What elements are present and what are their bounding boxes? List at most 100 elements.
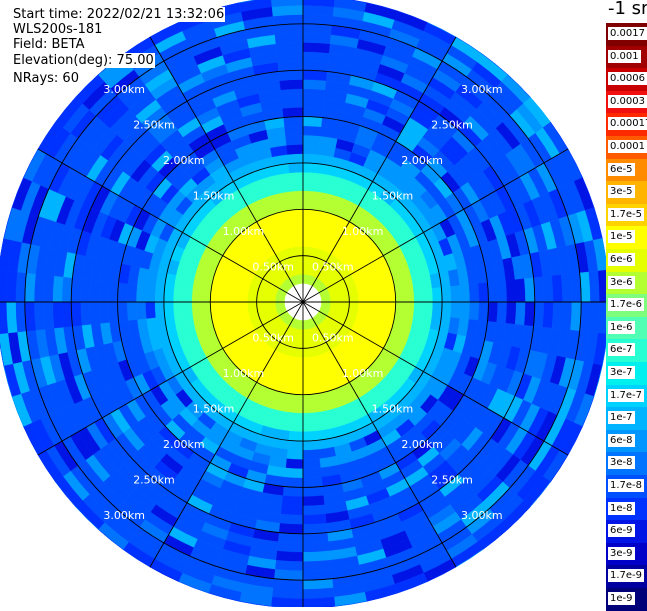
beta-cell xyxy=(289,171,304,183)
beta-cell xyxy=(582,396,595,427)
beta-cell xyxy=(275,42,304,54)
beta-cell xyxy=(23,148,39,178)
colorbar-swatch: 3e-6 xyxy=(606,271,647,295)
colorbar-swatch: 1.7e-8 xyxy=(606,475,647,498)
beta-cell xyxy=(366,2,398,12)
beta-cell xyxy=(108,301,119,323)
range-ring-label: 0.50km xyxy=(252,332,294,345)
beta-cell xyxy=(487,301,498,323)
beta-cell xyxy=(149,566,179,582)
beta-cell xyxy=(6,270,18,303)
beta-cell xyxy=(282,107,304,118)
beta-cell xyxy=(302,88,326,100)
beta-cell xyxy=(310,374,321,386)
colorbar-swatch: 1e-5 xyxy=(606,226,647,249)
beta-cell xyxy=(292,199,304,211)
beta-cell xyxy=(274,32,304,45)
beta-cell xyxy=(302,347,310,358)
colorbar-swatch: 3e-8 xyxy=(606,452,647,475)
beta-cell xyxy=(208,592,240,602)
beta-cell xyxy=(487,281,498,303)
colorbar-tick-label: 1.7e-6 xyxy=(608,298,645,312)
beta-cell xyxy=(219,301,230,311)
beta-cell xyxy=(302,181,316,192)
beta-cell xyxy=(285,218,296,230)
colorbar-tick-label: 1e-7 xyxy=(608,411,635,425)
beta-cell xyxy=(302,541,330,553)
beta-cell xyxy=(570,272,582,303)
beta-cell xyxy=(505,301,517,325)
colorbar-swatch: 6e-9 xyxy=(606,520,647,543)
beta-cell xyxy=(281,495,304,507)
beta-cell xyxy=(302,218,312,229)
beta-cell xyxy=(191,290,202,303)
beta-cell xyxy=(302,51,330,63)
beta-cell xyxy=(302,569,333,581)
colorbar-tick-label: 0.0003 xyxy=(608,94,647,108)
beta-cell xyxy=(459,284,471,303)
beta-cell xyxy=(237,301,248,310)
beta-cell xyxy=(219,293,230,303)
beta-cell xyxy=(302,366,311,377)
colorbar-swatch: 1.7e-7 xyxy=(606,384,647,408)
beta-cell xyxy=(0,301,9,335)
colorbar-tick-label: 0.0006 xyxy=(608,72,647,86)
colorbar-swatch: 6e-5 xyxy=(606,158,647,182)
beta-cell xyxy=(286,144,304,155)
range-ring-label: 2.50km xyxy=(431,118,473,131)
beta-cell xyxy=(200,291,212,303)
beta-cell xyxy=(295,227,304,238)
polar-grid xyxy=(0,0,606,607)
beta-cell xyxy=(302,79,327,91)
colorbar-swatch: 0.0006 xyxy=(606,68,647,91)
beta-cell xyxy=(278,523,304,535)
range-ring-label: 2.50km xyxy=(133,118,175,131)
colorbar-swatch: 1e-6 xyxy=(606,316,647,340)
beta-cell xyxy=(24,301,36,332)
beta-cell xyxy=(302,559,332,572)
beta-cell xyxy=(477,282,489,303)
colorbar-tick-label: 6e-7 xyxy=(608,343,635,357)
beta-cell xyxy=(588,270,600,303)
range-ring-label: 1.50km xyxy=(372,189,414,202)
beta-cell xyxy=(43,301,55,330)
beta-cell xyxy=(302,430,318,442)
beta-cell xyxy=(514,301,526,326)
beta-cell xyxy=(80,301,92,326)
beta-cell xyxy=(284,467,304,479)
colorbar-tick-label: 3e-5 xyxy=(608,185,635,199)
beta-cell xyxy=(339,296,350,303)
colorbar-swatch: 0.001 xyxy=(606,45,647,69)
beta-cell xyxy=(422,301,434,316)
colorbar-tick-label: 1e-5 xyxy=(608,230,635,244)
beta-cell xyxy=(210,292,221,303)
beta-cell xyxy=(376,293,387,303)
beta-cell xyxy=(117,301,129,322)
beta-cell xyxy=(302,495,325,507)
beta-cell xyxy=(588,301,600,334)
beta-cell xyxy=(286,449,304,460)
beta-cell xyxy=(450,285,461,303)
colorbar-tick-label: 6e-9 xyxy=(608,524,635,538)
beta-cell xyxy=(289,421,304,433)
beta-cell xyxy=(468,301,480,321)
colorbar-tick-label: 0.0001 xyxy=(608,140,647,153)
beta-cell xyxy=(302,0,335,8)
beta-cell xyxy=(283,116,304,128)
beta-cell xyxy=(367,301,378,310)
range-ring-label: 1.50km xyxy=(193,403,235,416)
beta-cell xyxy=(366,592,398,602)
beta-cell xyxy=(291,190,304,201)
beta-cell xyxy=(295,366,304,377)
beta-cell xyxy=(441,286,452,303)
beta-cell xyxy=(256,301,267,308)
beta-cell xyxy=(302,134,321,146)
beta-cell xyxy=(75,506,99,530)
beta-cell xyxy=(292,393,304,405)
colorbar-swatch: 6e-6 xyxy=(606,249,647,272)
beta-cell xyxy=(302,190,315,201)
range-ring-label: 0.50km xyxy=(252,260,294,273)
beta-cell xyxy=(542,301,554,329)
beta-cell xyxy=(367,294,378,303)
beta-cell xyxy=(135,301,147,320)
